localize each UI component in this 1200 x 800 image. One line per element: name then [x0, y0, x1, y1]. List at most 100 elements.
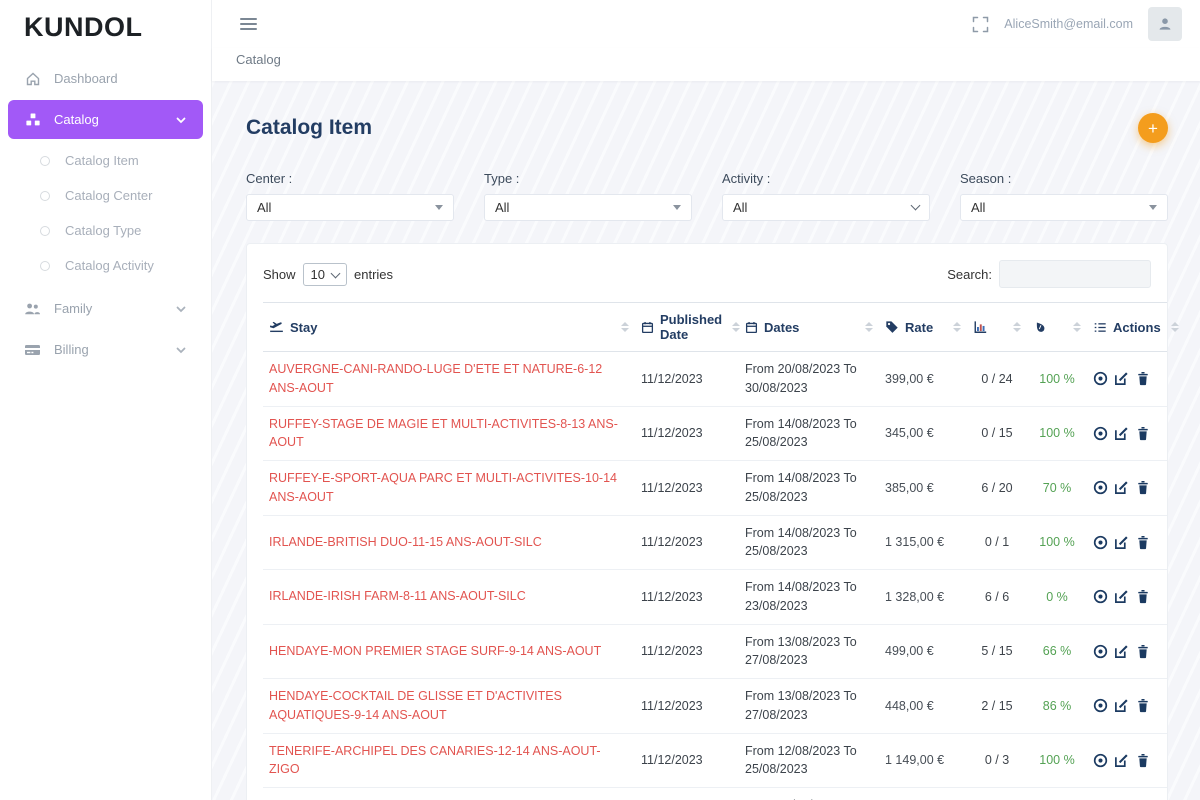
stay-link[interactable]: IRLANDE-IRISH FARM-8-11 ANS-AOUT-SILC — [269, 589, 526, 604]
edit-icon[interactable] — [1114, 644, 1129, 659]
trash-icon[interactable] — [1136, 480, 1150, 495]
sidebar-subitem-label: Catalog Item — [65, 153, 139, 168]
sidebar-item-catalog[interactable]: Catalog — [8, 100, 203, 139]
date-range: From 20/08/2023 To 30/08/2023 — [745, 362, 857, 395]
table-row: IRLANDE-BRITISH DUO-11-15 ANS-AOUT-SILC 1… — [263, 515, 1167, 570]
sort-icon — [617, 322, 629, 332]
stay-link[interactable]: TENERIFE-ARCHIPEL DES CANARIES-12-14 ANS… — [269, 743, 601, 777]
sidebar-subitem-label: Catalog Center — [65, 188, 153, 203]
published-date: 11/12/2023 — [641, 480, 703, 495]
rate-value: 1 328,00 € — [885, 589, 945, 604]
avatar[interactable] — [1148, 7, 1182, 41]
stay-link[interactable]: RUFFEY-E-SPORT-AQUA PARC ET MULTI-ACTIVI… — [269, 471, 617, 504]
edit-icon[interactable] — [1114, 589, 1129, 604]
sidebar-item-billing[interactable]: Billing — [8, 330, 203, 369]
edit-icon[interactable] — [1114, 698, 1129, 713]
stay-link[interactable]: HENDAYE-MON PREMIER STAGE SURF-9-14 ANS-… — [269, 643, 602, 658]
page-header: Catalog Item + — [234, 113, 1168, 143]
column-header-actions[interactable]: Actions — [1087, 302, 1179, 352]
column-header-rate[interactable]: Rate — [879, 302, 967, 352]
stay-link[interactable]: AUVERGNE-CANI-RANDO-LUGE D'ETE ET NATURE… — [269, 362, 603, 395]
trash-icon[interactable] — [1136, 426, 1150, 441]
view-eye-icon[interactable] — [1093, 371, 1108, 386]
view-eye-icon[interactable] — [1093, 753, 1108, 768]
main-area: AliceSmith@email.com Catalog Catalog Ite… — [212, 0, 1200, 800]
edit-icon[interactable] — [1114, 371, 1129, 386]
page-size-control: Show 10 entries — [263, 262, 393, 286]
row-actions — [1087, 351, 1167, 407]
column-header-dates[interactable]: Dates — [739, 302, 879, 352]
edit-icon[interactable] — [1114, 426, 1129, 441]
published-date: 11/12/2023 — [641, 698, 703, 713]
sidebar-subitem[interactable]: Catalog Type — [0, 213, 211, 248]
user-email[interactable]: AliceSmith@email.com — [1004, 17, 1133, 31]
trash-icon[interactable] — [1136, 535, 1150, 550]
sidebar-subitem[interactable]: Catalog Center — [0, 178, 211, 213]
column-label: Dates — [764, 319, 800, 335]
column-header-published-date[interactable]: Published Date — [635, 302, 741, 352]
date-range: From 14/08/2023 To 23/08/2023 — [745, 580, 857, 613]
filter-label: Type : — [484, 171, 520, 186]
trash-icon[interactable] — [1136, 371, 1150, 386]
hamburger-menu-icon[interactable] — [236, 14, 261, 34]
content: Catalog Item + Center : All Type : All — [212, 81, 1200, 800]
row-actions — [1087, 515, 1167, 570]
view-eye-icon[interactable] — [1093, 426, 1108, 441]
brand-logo: KUNDOL — [24, 12, 143, 42]
view-eye-icon[interactable] — [1093, 644, 1108, 659]
season-select[interactable]: All — [960, 194, 1168, 221]
percent-value: 100 % — [1039, 426, 1075, 441]
trash-icon[interactable] — [1136, 753, 1150, 768]
capacity-value: 6 / 20 — [981, 480, 1013, 495]
sidebar-nav: Dashboard Catalog Catalog Item Catalog Ce… — [0, 59, 211, 369]
edit-icon[interactable] — [1114, 480, 1129, 495]
column-header-fill-rate[interactable] — [1027, 302, 1087, 352]
fullscreen-icon[interactable] — [972, 16, 989, 33]
column-header-capacity[interactable] — [967, 302, 1027, 352]
view-eye-icon[interactable] — [1093, 589, 1108, 604]
page-size-value: 10 — [310, 266, 325, 282]
date-range: From 13/08/2023 To 27/08/2023 — [745, 689, 857, 722]
percent-value: 0 % — [1046, 589, 1068, 604]
published-date: 11/12/2023 — [641, 644, 703, 659]
radio-circle-icon — [40, 190, 50, 201]
edit-icon[interactable] — [1114, 535, 1129, 550]
search-input[interactable] — [999, 260, 1151, 288]
sort-icon — [1069, 322, 1081, 332]
stay-link[interactable]: TENERIFE-ARCHIPEL DES CANARIES-15-17 ANS… — [269, 798, 601, 800]
row-actions — [1087, 733, 1167, 788]
activity-select[interactable]: All — [722, 194, 930, 221]
view-eye-icon[interactable] — [1093, 480, 1108, 495]
rate-value: 399,00 € — [885, 371, 934, 386]
edit-icon[interactable] — [1114, 753, 1129, 768]
published-date: 11/12/2023 — [641, 426, 703, 441]
capacity-value: 0 / 24 — [981, 371, 1013, 386]
billing-card-icon — [24, 341, 41, 358]
sidebar-subitem[interactable]: Catalog Item — [0, 143, 211, 178]
view-eye-icon[interactable] — [1093, 698, 1108, 713]
column-label: Actions — [1113, 319, 1161, 335]
trash-icon[interactable] — [1136, 589, 1150, 604]
column-header-stay[interactable]: Stay — [263, 302, 635, 352]
sidebar-subitem[interactable]: Catalog Activity — [0, 248, 211, 283]
view-eye-icon[interactable] — [1093, 535, 1108, 550]
select-value: All — [733, 200, 748, 215]
add-item-button[interactable]: + — [1138, 113, 1168, 143]
trash-icon[interactable] — [1136, 698, 1150, 713]
sidebar-item-family[interactable]: Family — [8, 289, 203, 328]
tag-icon — [885, 320, 899, 334]
page-size-select[interactable]: 10 — [302, 262, 347, 286]
type-select[interactable]: All — [484, 194, 692, 221]
droplet-icon — [1033, 320, 1047, 334]
breadcrumb[interactable]: Catalog — [236, 52, 281, 67]
stay-link[interactable]: IRLANDE-BRITISH DUO-11-15 ANS-AOUT-SILC — [269, 534, 542, 549]
stay-link[interactable]: HENDAYE-COCKTAIL DE GLISSE ET D'ACTIVITE… — [269, 689, 562, 722]
search-label: Search: — [947, 266, 992, 282]
flight-takeoff-icon — [269, 320, 284, 334]
trash-icon[interactable] — [1136, 644, 1150, 659]
stay-link[interactable]: RUFFEY-STAGE DE MAGIE ET MULTI-ACTIVITES… — [269, 416, 618, 450]
center-select[interactable]: All — [246, 194, 454, 221]
sidebar-item-dashboard[interactable]: Dashboard — [8, 59, 203, 98]
table-body: AUVERGNE-CANI-RANDO-LUGE D'ETE ET NATURE… — [263, 351, 1167, 800]
